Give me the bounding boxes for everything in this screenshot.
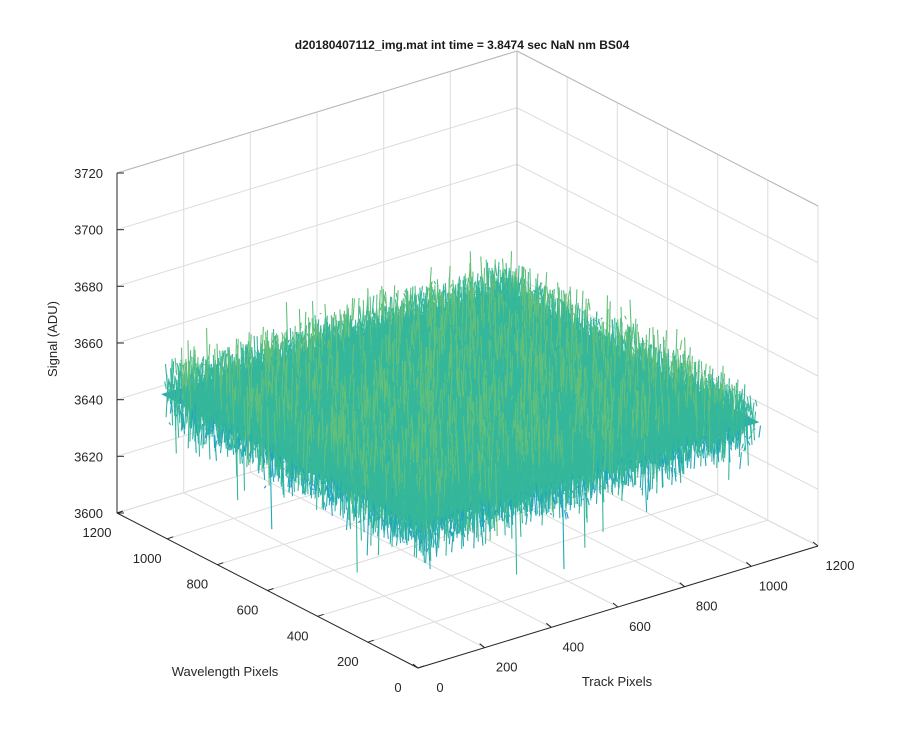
- surface-strand: [546, 286, 549, 303]
- surface-strand: [430, 281, 433, 289]
- floor-gridline-y: [317, 493, 718, 617]
- surface-strand: [433, 280, 437, 285]
- box-edge-top-side: [516, 50, 819, 207]
- surface-strand: [519, 295, 523, 312]
- sidewall-gridline-z: [516, 107, 819, 264]
- surface-strand: [539, 282, 543, 287]
- box-edge-top-back: [116, 50, 518, 174]
- surface-strand: [449, 283, 453, 288]
- surface-strand: [429, 267, 432, 292]
- surface-strand: [600, 317, 603, 320]
- surface-mesh: [161, 251, 762, 575]
- surface-strand: [426, 299, 430, 309]
- surface-strand: [456, 314, 459, 317]
- floor-gridline-y: [367, 519, 768, 643]
- surface-strand: [631, 346, 635, 352]
- surface-strand: [420, 285, 424, 300]
- surface-strand: [513, 290, 517, 304]
- surface-strand: [624, 315, 627, 320]
- surface-strand: [479, 292, 482, 303]
- surface-strand: [489, 276, 493, 318]
- backwall-gridline-z: [116, 220, 518, 344]
- sidewall-gridline-z: [516, 220, 819, 377]
- surface-strand: [516, 283, 520, 288]
- surface-strand: [484, 282, 487, 286]
- surface-strand: [567, 290, 571, 300]
- backwall-gridline-z: [116, 163, 518, 287]
- surface-strand: [418, 346, 421, 349]
- surface-strand: [478, 293, 481, 305]
- surface-strand: [476, 285, 479, 300]
- surface-strand: [538, 285, 542, 296]
- surface-strand: [432, 289, 436, 301]
- surface-strand: [507, 267, 510, 287]
- surface-strand: [456, 291, 460, 320]
- surface-strand: [421, 298, 424, 303]
- surface-strand: [408, 287, 412, 315]
- surface-strand: [587, 298, 591, 311]
- chart-title: d20180407112_img.mat int time = 3.8474 s…: [295, 38, 630, 52]
- sidewall-gridline-z: [516, 163, 819, 320]
- surface-strand: [474, 293, 476, 296]
- surface-strand: [598, 321, 602, 330]
- backwall-gridline-z: [116, 107, 518, 231]
- surface-strand: [382, 344, 385, 346]
- surface-strand: [480, 291, 484, 304]
- surface-strand: [505, 288, 508, 298]
- surface-strand: [481, 315, 483, 318]
- surface-strand: [435, 284, 439, 304]
- surface-strand: [480, 256, 483, 292]
- surface-strand: [484, 294, 488, 317]
- surface-strand: [510, 281, 513, 283]
- surface-strand: [420, 311, 424, 314]
- surface-strand: [352, 298, 356, 321]
- surface-strand: [493, 281, 497, 290]
